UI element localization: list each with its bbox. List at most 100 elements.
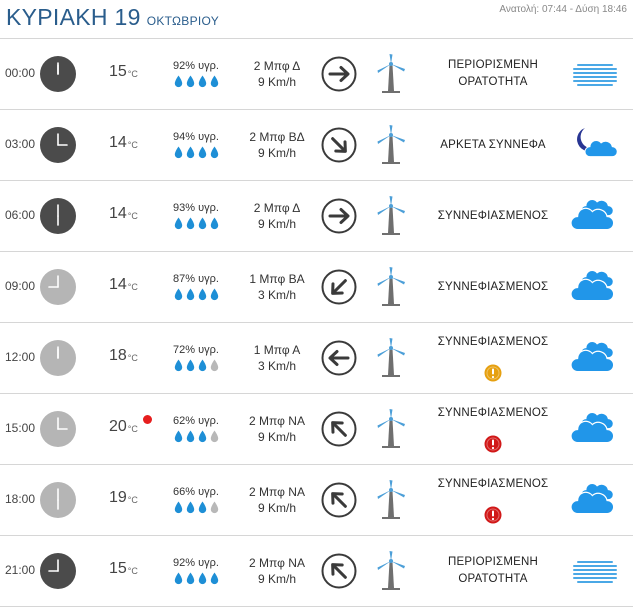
wind-turbine-icon: [374, 550, 408, 592]
wind-force: 1 Μπφ ΒΑ: [249, 272, 305, 286]
drop-icon: [210, 359, 219, 372]
temperature-unit: °C: [127, 140, 138, 150]
description-line: ΣΥΝΝΕΦΙΑΣΜΕΝΟΣ: [437, 210, 549, 222]
description-line: ΠΕΡΙΟΡΙΣΜΕΝΗ: [447, 59, 539, 71]
row-time: 12:00: [5, 350, 36, 364]
row-wind: 2 Μπφ ΝΑ 9 Km/h: [236, 484, 318, 516]
temperature-unit: °C: [127, 211, 138, 221]
wind-speed: 9 Km/h: [257, 572, 296, 586]
row-description: ΣΥΝΝΕΦΙΑΣΜΕΝΟΣ: [418, 334, 568, 351]
clock-icon: [40, 269, 76, 305]
drop-icon: [198, 217, 207, 230]
row-temperature: 18°C: [109, 347, 138, 365]
uv-warning-red-icon: [484, 435, 502, 453]
wind-turbine-icon: [374, 337, 408, 379]
row-wind: 2 Μπφ Δ 9 Km/h: [236, 200, 318, 232]
clock-icon: [40, 127, 76, 163]
wind-force: 2 Μπφ ΝΑ: [249, 556, 305, 570]
row-humidity: 66% υγρ.: [173, 486, 219, 498]
forecast-header: ΚΥΡΙΑΚΗ 19 ΟΚΤΩΒΡΙΟΥ Ανατολή: 07:44 - Δύσ…: [0, 0, 633, 39]
row-description: ΣΥΝΝΕΦΙΑΣΜΕΝΟΣ: [418, 405, 568, 422]
drop-icon: [186, 75, 195, 88]
drop-icon: [198, 572, 207, 585]
day-title: ΚΥΡΙΑΚΗ 19 ΟΚΤΩΒΡΙΟΥ: [6, 4, 220, 30]
arrow-down-left-icon: [321, 269, 357, 305]
uv-warning-red-icon: [484, 506, 502, 524]
drop-icon: [174, 572, 183, 585]
high-temp-dot: [143, 415, 152, 424]
humidity-drops: [168, 146, 224, 159]
description-line: ΑΡΚΕΤΑ ΣΥΝΝΕΦΑ: [440, 139, 546, 151]
arrow-down-right-icon: [321, 127, 357, 163]
wind-speed: 9 Km/h: [257, 146, 296, 160]
drop-icon: [198, 75, 207, 88]
description-line: ΟΡΑΤΟΤΗΤΑ: [458, 573, 528, 585]
moon-cloud-icon: [571, 124, 619, 166]
forecast-row: 06:00 14°C 93% υγρ. 2 Μπφ Δ 9 Km/h ΣΥΝΝΕΦ…: [0, 181, 633, 252]
drop-icon: [186, 572, 195, 585]
drop-icon: [174, 501, 183, 514]
row-humidity: 87% υγρ.: [173, 273, 219, 285]
row-humidity: 92% υγρ.: [173, 557, 219, 569]
description-line: ΣΥΝΝΕΦΙΑΣΜΕΝΟΣ: [437, 407, 549, 419]
row-temperature: 19°C: [109, 489, 138, 507]
drop-icon: [186, 288, 195, 301]
temperature-unit: °C: [127, 69, 138, 79]
arrow-up-left-icon: [321, 411, 357, 447]
wind-force: 2 Μπφ ΒΔ: [249, 130, 305, 144]
wind-speed: 9 Km/h: [257, 217, 296, 231]
cloud-icon: [570, 479, 619, 521]
arrow-left-icon: [321, 340, 357, 376]
row-wind: 2 Μπφ ΝΑ 9 Km/h: [236, 413, 318, 445]
drop-icon: [186, 501, 195, 514]
clock-icon: [40, 56, 76, 92]
temperature-unit: °C: [127, 353, 138, 363]
row-description: ΣΥΝΝΕΦΙΑΣΜΕΝΟΣ: [418, 279, 568, 296]
wind-force: 2 Μπφ ΝΑ: [249, 414, 305, 428]
drop-icon: [210, 75, 219, 88]
drop-icon: [198, 146, 207, 159]
arrow-up-left-icon: [321, 482, 357, 518]
wind-speed: 3 Km/h: [257, 288, 296, 302]
wind-speed: 9 Km/h: [257, 501, 296, 515]
uv-warning-orange-icon: [484, 364, 502, 382]
arrow-right-icon: [321, 198, 357, 234]
clock-icon: [40, 482, 76, 518]
row-temperature: 14°C: [109, 205, 138, 223]
forecast-row: 12:00 18°C 72% υγρ. 1 Μπφ Α 3 Km/h ΣΥΝΝΕΦ…: [0, 323, 633, 394]
cloud-icon: [570, 408, 619, 450]
wind-force: 2 Μπφ Δ: [253, 59, 301, 73]
row-time: 18:00: [5, 492, 36, 506]
temperature-value: 18: [109, 347, 127, 364]
fog-icon: [571, 53, 619, 95]
row-humidity: 93% υγρ.: [173, 202, 219, 214]
drop-icon: [174, 217, 183, 230]
row-description: ΑΡΚΕΤΑ ΣΥΝΝΕΦΑ: [418, 137, 568, 154]
temperature-unit: °C: [127, 566, 138, 576]
cloud-icon: [570, 266, 619, 308]
wind-force: 1 Μπφ Α: [253, 343, 301, 357]
clock-icon: [40, 340, 76, 376]
row-time: 21:00: [5, 563, 36, 577]
forecast-row: 15:00 20°C 62% υγρ. 2 Μπφ ΝΑ 9 Km/h ΣΥΝΝΕ…: [0, 394, 633, 465]
wind-force: 2 Μπφ ΝΑ: [249, 485, 305, 499]
temperature-value: 20: [109, 418, 127, 435]
row-description: ΣΥΝΝΕΦΙΑΣΜΕΝΟΣ: [418, 476, 568, 493]
drop-icon: [198, 501, 207, 514]
humidity-drops: [168, 572, 224, 585]
forecast-row: 18:00 19°C 66% υγρ. 2 Μπφ ΝΑ 9 Km/h ΣΥΝΝΕ…: [0, 465, 633, 536]
drop-icon: [174, 359, 183, 372]
wind-turbine-icon: [374, 53, 408, 95]
row-wind: 2 Μπφ ΒΔ 9 Km/h: [236, 129, 318, 161]
row-temperature: 20°C: [109, 418, 138, 436]
drop-icon: [174, 288, 183, 301]
wind-turbine-icon: [374, 124, 408, 166]
row-description: ΠΕΡΙΟΡΙΣΜΕΝΗ ΟΡΑΤΟΤΗΤΑ: [418, 554, 568, 588]
wind-speed: 9 Km/h: [257, 430, 296, 444]
drop-icon: [210, 217, 219, 230]
temperature-value: 19: [109, 489, 127, 506]
drop-icon: [174, 430, 183, 443]
forecast-row: 21:00 15°C 92% υγρ. 2 Μπφ ΝΑ 9 Km/h ΠΕΡΙΟ…: [0, 536, 633, 607]
temperature-value: 14: [109, 205, 127, 222]
